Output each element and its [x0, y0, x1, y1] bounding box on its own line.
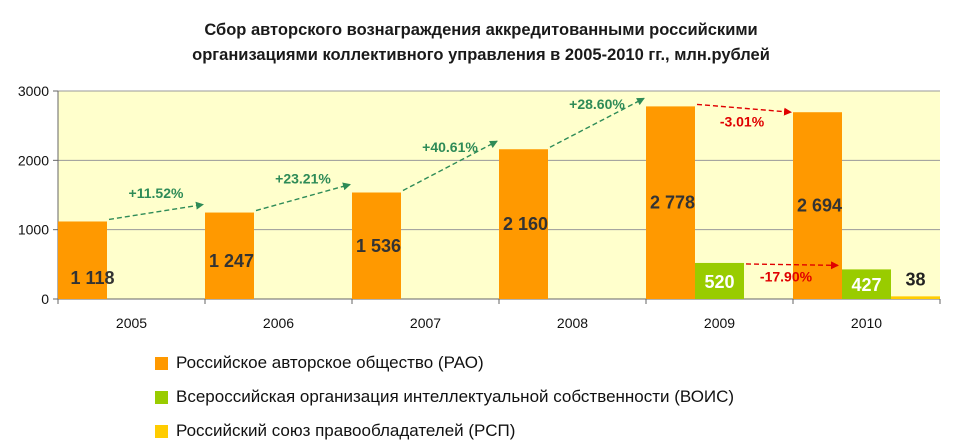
- decline-annotation: -17.90%: [760, 269, 813, 285]
- bar-s0-2008: [499, 149, 548, 299]
- data-label-vois-2009: 520: [704, 272, 734, 292]
- bar-s0-2006: [205, 212, 254, 299]
- bar-s0-2005: [58, 221, 107, 299]
- y-tick-label: 1000: [18, 222, 49, 238]
- legend-item-rsp: Российский союз правообладателей (РСП): [155, 414, 734, 448]
- legend-item-vois: Всероссийская организация интеллектуальн…: [155, 380, 734, 414]
- growth-arrow: [549, 97, 645, 148]
- x-tick-label: 2010: [851, 315, 882, 331]
- bar-s0-2009: [646, 106, 695, 299]
- bar-s0-2007: [352, 192, 401, 299]
- data-label-rao-2006: 1 247: [209, 251, 254, 271]
- chart-title: Сбор авторского вознаграждения аккредито…: [0, 18, 962, 68]
- x-tick-label: 2008: [557, 315, 588, 331]
- x-tick-label: 2007: [410, 315, 441, 331]
- data-label-rao-2009: 2 778: [650, 193, 695, 213]
- y-tick-label: 2000: [18, 152, 49, 168]
- decline-arrow: [745, 261, 839, 270]
- legend-label-rsp: Российский союз правообладателей (РСП): [176, 421, 516, 440]
- x-tick-label: 2009: [704, 315, 735, 331]
- decline-annotation: -3.01%: [720, 113, 765, 129]
- x-tick-label: 2006: [263, 315, 294, 331]
- legend-swatch-rsp: [155, 424, 168, 438]
- data-label-rao-2010: 2 694: [797, 196, 842, 216]
- data-label-rao-2005: 1 118: [70, 268, 114, 288]
- growth-arrow: [255, 182, 351, 212]
- legend-label-rao: Российское авторское общество (РАО): [176, 353, 484, 372]
- data-label-vois-2010: 427: [851, 275, 881, 295]
- data-label-rsp-2010: 38: [905, 269, 925, 289]
- data-label-rao-2007: 1 536: [356, 236, 401, 256]
- legend-swatch-vois: [155, 390, 168, 404]
- bar-s2-2010: [891, 296, 940, 299]
- growth-annotation: +28.60%: [569, 96, 625, 112]
- data-label-rao-2008: 2 160: [503, 214, 548, 234]
- legend-item-rao: Российское авторское общество (РАО): [155, 346, 734, 380]
- legend-swatch-rao: [155, 356, 168, 370]
- y-tick-label: 0: [41, 291, 49, 307]
- growth-annotation: +11.52%: [129, 185, 184, 201]
- chart-title-line-2: организациями коллективного управления в…: [192, 46, 770, 64]
- growth-arrow: [402, 140, 498, 192]
- growth-annotation: +23.21%: [275, 171, 331, 187]
- chart-title-line-1: Сбор авторского вознаграждения аккредито…: [204, 21, 758, 39]
- y-tick-label: 3000: [18, 83, 49, 99]
- x-tick-label: 2005: [116, 315, 147, 331]
- bar-s1-2010: [842, 269, 891, 299]
- bar-s1-2009: [695, 262, 744, 299]
- chart-legend: Российское авторское общество (РАО) Всер…: [155, 346, 734, 448]
- legend-label-vois: Всероссийская организация интеллектуальн…: [176, 387, 735, 406]
- growth-annotation: +40.61%: [422, 139, 478, 155]
